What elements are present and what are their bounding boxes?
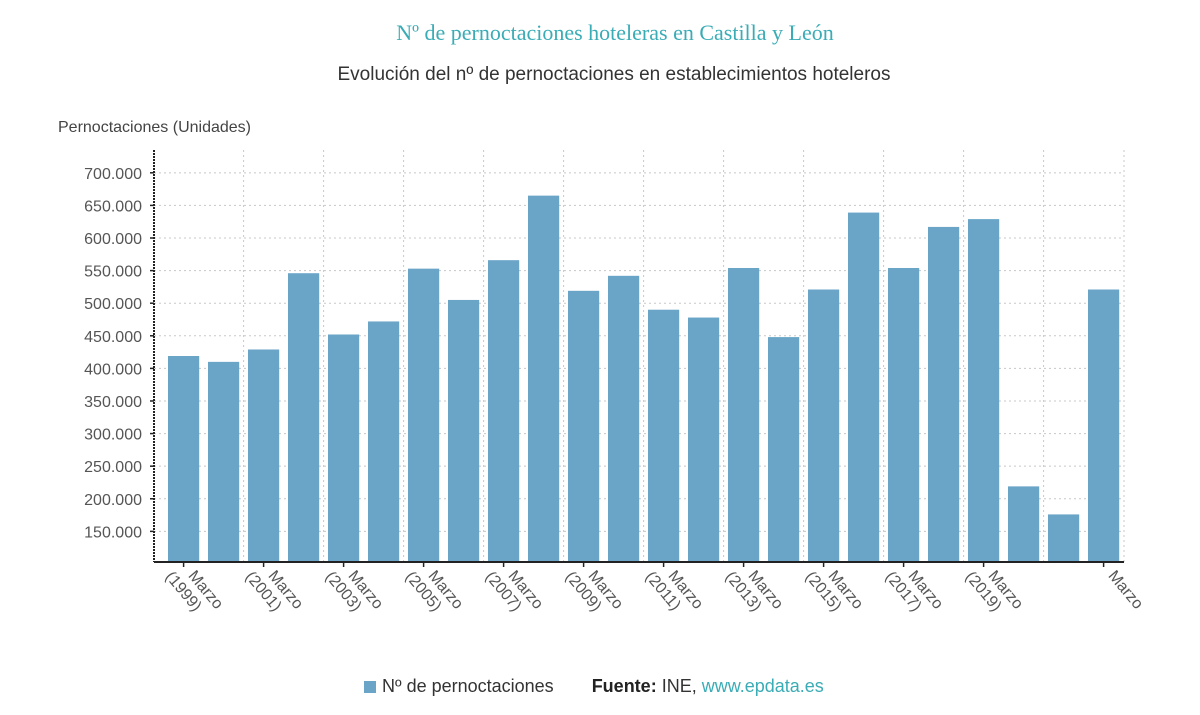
bar [528,195,560,562]
x-tick-label: Marzo(2001) [242,568,306,615]
bar [568,290,600,562]
bar [928,226,960,562]
y-tick-label: 400.000 [84,361,142,378]
bar [608,275,640,562]
bar [488,260,520,562]
x-tick-label: Marzo(2011) [642,568,706,614]
x-tick-label: Marzo(2007) [482,568,546,615]
x-tick-label: Marzo(1999) [162,568,226,615]
bar [248,349,280,562]
bar [448,299,480,562]
bar [688,317,720,562]
x-tick-label: Marzo(2015) [802,568,866,615]
bar [728,267,760,562]
bar [328,334,360,562]
bar [648,309,680,562]
x-tick-label: Marzo [1105,568,1147,613]
chart-title: Nº de pernoctaciones hoteleras en Castil… [396,20,834,45]
y-ticks: 150.000 200.000 250.000 300.000 350.000 400.0… [84,166,154,541]
bar [768,337,800,562]
source-label: Fuente: [591,676,657,696]
x-tick-label: Marzo(2013) [722,568,786,615]
chart-subtitle: Evolución del nº de pernoctaciones en es… [337,64,891,85]
y-tick-label: 600.000 [84,231,142,248]
axes [153,150,1124,563]
y-tick-label: 550.000 [84,264,142,281]
source: Fuente: INE, www.epdata.es [592,676,824,697]
bar [208,361,240,562]
x-tick-label: Marzo(2017) [882,568,946,615]
source-value: INE, [661,676,697,696]
bar [1088,289,1120,562]
x-ticks: Marzo(1999) Marzo(2001) Marzo(2003) Marzo(2… [162,562,1147,615]
x-tick-label: Marzo(2009) [562,568,626,615]
bar [848,212,880,562]
bar [168,356,200,562]
y-tick-label: 700.000 [84,166,142,183]
y-tick-label: 300.000 [84,427,142,444]
bar [968,219,1000,563]
y-tick-label: 200.000 [84,492,142,509]
legend-series-label: Nº de pernoctaciones [382,676,554,696]
y-tick-label: 150.000 [84,524,142,541]
bar [368,321,400,562]
bar [1008,486,1040,562]
y-tick-label: 450.000 [84,329,142,346]
bar-chart: Pernoctaciones (Unidades) 150.000 200.000… [58,119,1147,615]
y-tick-label: 500.000 [84,296,142,313]
bar [1048,514,1080,562]
legend: Nº de pernoctaciones Fuente: INE, www.ep… [364,676,824,697]
y-tick-label: 250.000 [84,459,142,476]
source-link[interactable]: www.epdata.es [701,676,824,696]
y-axis-title: Pernoctaciones (Unidades) [58,119,251,136]
bar [288,273,320,562]
legend-swatch-icon [364,680,376,693]
x-tick-label: Marzo(2003) [322,568,386,615]
x-tick-label-line: Marzo [1105,568,1147,613]
x-tick-label: Marzo(2005) [402,568,466,615]
y-tick-label: 350.000 [84,394,142,411]
bar [888,267,920,562]
y-tick-label: 650.000 [84,198,142,215]
bar [808,289,840,562]
x-tick-label: Marzo(2019) [962,568,1026,615]
bars [168,195,1120,563]
bar [408,268,440,562]
